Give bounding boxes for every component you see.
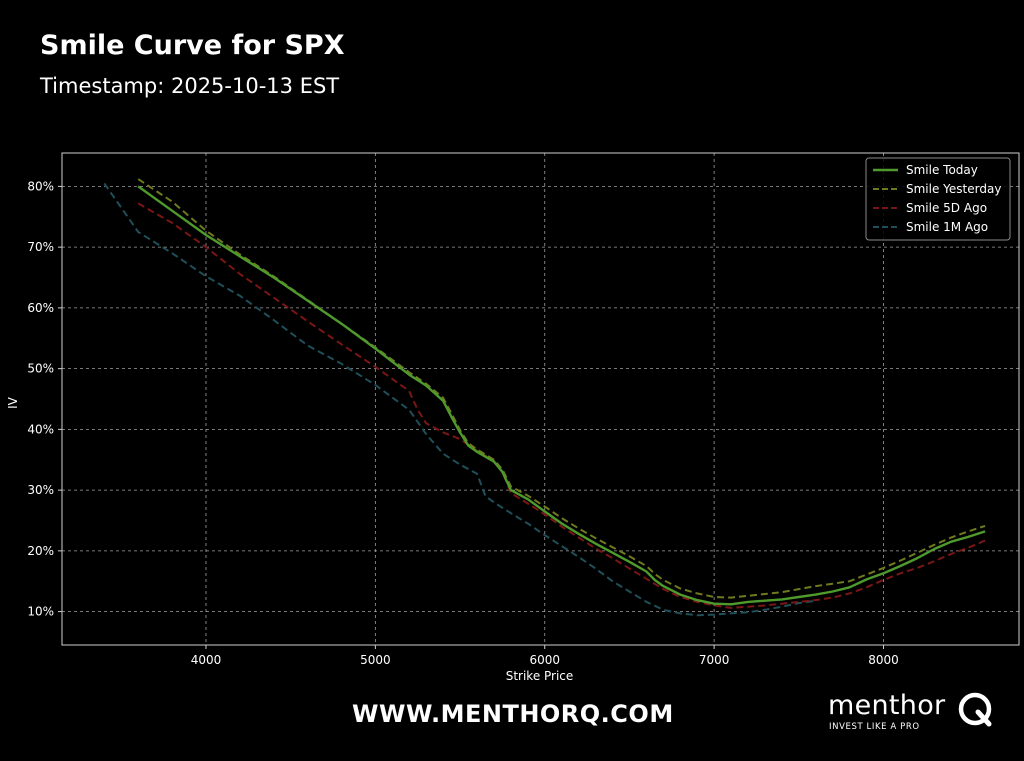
x-tick-label: 8000	[868, 653, 899, 667]
y-tick-label: 20%	[27, 544, 54, 558]
legend-entry: Smile Today	[906, 163, 978, 177]
brand-tagline: INVEST LIKE A PRO	[829, 722, 920, 732]
plot-frame	[61, 152, 1020, 646]
legend-entry: Smile 5D Ago	[906, 201, 987, 215]
series-line-smile-5d-ago	[137, 202, 986, 609]
brand-name: menthor	[828, 690, 946, 721]
legend-entry: Smile Yesterday	[906, 182, 1001, 196]
legend-entry: Smile 1M Ago	[906, 220, 988, 234]
y-tick-label: 30%	[27, 483, 54, 497]
y-tick-label: 60%	[27, 301, 54, 315]
y-tick-label: 50%	[27, 362, 54, 376]
q-magnifier-logo-icon	[958, 692, 992, 727]
y-axis-label: IV	[6, 396, 20, 409]
brand-logo-block: menthor INVEST LIKE A PRO	[828, 690, 1008, 734]
series-line-smile-yesterday	[137, 178, 986, 599]
series-line-smile-today	[137, 185, 986, 606]
x-tick-label: 7000	[699, 653, 730, 667]
y-tick-label: 40%	[27, 422, 54, 436]
y-tick-label: 70%	[27, 240, 54, 254]
x-tick-label: 4000	[191, 653, 222, 667]
x-axis-label: Strike Price	[506, 669, 574, 683]
y-tick-label: 80%	[27, 179, 54, 193]
y-tick-label: 10%	[27, 605, 54, 619]
footer-website-url: WWW.MENTHORQ.COM	[352, 700, 674, 728]
timestamp-subtitle: Timestamp: 2025-10-13 EST	[40, 74, 340, 98]
legend-box	[865, 157, 1011, 241]
chart-title: Smile Curve for SPX	[40, 30, 345, 61]
series-line-smile-1m-ago	[103, 182, 816, 617]
x-tick-label: 5000	[360, 653, 391, 667]
x-tick-label: 6000	[529, 653, 560, 667]
